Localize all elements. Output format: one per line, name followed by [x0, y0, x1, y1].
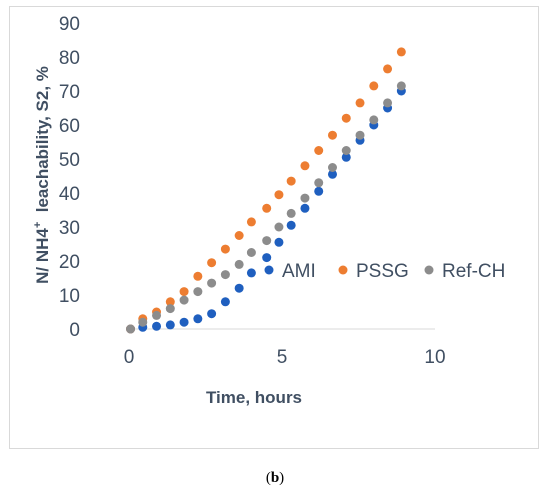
- data-point: [220, 244, 230, 254]
- chart-frame: 0 10 20 30 40 50 60 70 80 90 0 5 10 N/ NH4+ leachab…: [9, 6, 539, 449]
- caption-close-paren: ): [279, 470, 285, 486]
- data-point: [274, 190, 284, 200]
- data-point: [341, 152, 351, 162]
- data-point: [234, 259, 244, 269]
- data-point: [179, 317, 189, 327]
- legend-label-ref-ch: Ref-CH: [442, 261, 505, 282]
- data-point: [369, 115, 379, 125]
- data-point: [152, 310, 162, 320]
- x-tick-label: 5: [277, 347, 288, 368]
- data-point: [220, 270, 230, 280]
- data-point: [369, 81, 379, 91]
- data-point: [262, 253, 272, 263]
- data-point: [286, 176, 296, 186]
- data-point: [314, 146, 324, 155]
- y-tick-label: 50: [59, 150, 80, 171]
- y-tick-label: 0: [69, 320, 80, 341]
- data-point: [286, 208, 296, 218]
- data-point: [179, 287, 189, 297]
- data-point: [314, 178, 324, 188]
- data-point: [274, 237, 284, 247]
- data-point: [300, 203, 310, 213]
- x-tick-labels: 0 5 10: [124, 347, 446, 368]
- legend: AMI PSSG Ref-CH: [264, 261, 505, 282]
- data-point: [234, 231, 244, 240]
- data-points: [126, 47, 406, 334]
- data-point: [220, 297, 230, 307]
- data-point: [207, 309, 217, 319]
- data-point: [286, 220, 296, 230]
- data-point: [383, 98, 393, 108]
- data-point: [327, 130, 337, 140]
- series-pssg: [126, 47, 406, 334]
- data-point: [193, 314, 203, 324]
- x-axis-label: Time, hours: [206, 388, 302, 407]
- x-tick-label: 0: [124, 347, 135, 368]
- data-point: [138, 317, 148, 327]
- y-tick-label: 60: [59, 116, 80, 137]
- legend-label-ami: AMI: [282, 261, 316, 282]
- data-point: [246, 217, 256, 227]
- legend-item-ref-ch: Ref-CH: [424, 261, 505, 282]
- data-point: [396, 81, 406, 91]
- y-tick-label: 70: [59, 82, 80, 103]
- y-tick-labels: 0 10 20 30 40 50 60 70 80 90: [59, 14, 80, 341]
- y-tick-label: 40: [59, 184, 80, 205]
- data-point: [165, 304, 175, 314]
- data-point: [246, 248, 256, 257]
- data-point: [246, 268, 256, 278]
- data-point: [193, 287, 203, 297]
- data-point: [262, 236, 272, 246]
- data-point: [300, 161, 310, 171]
- data-point: [274, 222, 284, 232]
- leachability-scatter-chart: 0 10 20 30 40 50 60 70 80 90 0 5 10 N/ NH4+ leachab…: [32, 14, 505, 407]
- data-point: [165, 320, 175, 330]
- legend-item-pssg: PSSG: [338, 261, 409, 282]
- legend-item-ami: AMI: [264, 261, 316, 282]
- figure-caption: (b): [0, 470, 550, 487]
- data-point: [314, 186, 324, 196]
- legend-marker-ref-ch: [424, 265, 434, 275]
- data-point: [165, 297, 175, 307]
- x-tick-label: 10: [424, 347, 445, 368]
- caption-open-paren: (: [265, 470, 271, 486]
- caption-letter: b: [270, 470, 280, 486]
- y-tick-label: 10: [59, 286, 80, 307]
- data-point: [341, 113, 351, 123]
- data-point: [327, 163, 337, 172]
- data-point: [207, 258, 217, 268]
- y-tick-label: 30: [59, 218, 80, 239]
- y-tick-label: 20: [59, 252, 80, 273]
- legend-marker-pssg: [338, 265, 348, 275]
- y-axis-label: N/ NH4+ leachability, S2, %: [32, 66, 52, 284]
- data-point: [126, 324, 136, 334]
- data-point: [234, 283, 244, 293]
- data-point: [383, 64, 393, 74]
- data-point: [396, 47, 406, 57]
- data-point: [341, 146, 351, 155]
- data-point: [262, 203, 272, 213]
- legend-label-pssg: PSSG: [356, 261, 409, 282]
- legend-marker-ami: [264, 265, 274, 275]
- y-tick-label: 80: [59, 48, 80, 69]
- data-point: [193, 271, 203, 281]
- data-point: [152, 321, 162, 331]
- data-point: [355, 98, 365, 108]
- data-point: [207, 278, 217, 288]
- data-point: [300, 193, 310, 203]
- data-point: [327, 169, 337, 179]
- series-ami: [126, 86, 406, 334]
- y-tick-label: 90: [59, 14, 80, 35]
- data-point: [355, 130, 365, 140]
- series-ref-ch: [126, 81, 406, 334]
- data-point: [179, 295, 189, 305]
